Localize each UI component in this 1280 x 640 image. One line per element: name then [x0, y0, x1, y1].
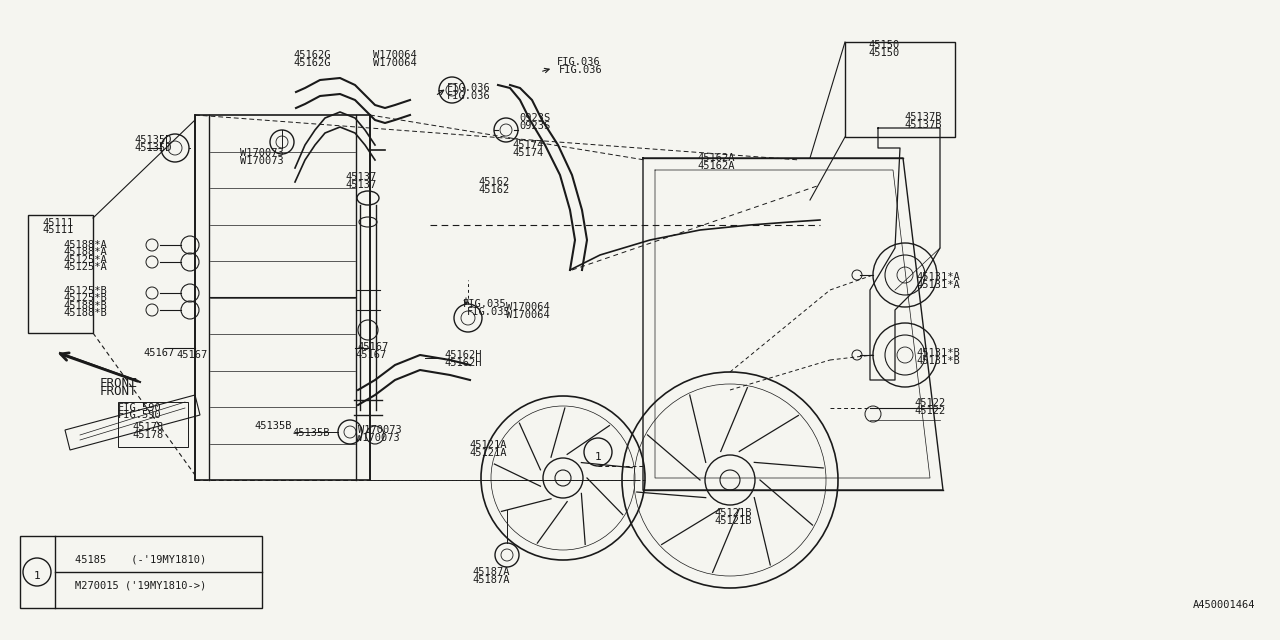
Text: W170073: W170073 — [241, 148, 284, 158]
Text: 45121B: 45121B — [714, 516, 751, 526]
Text: 45135D: 45135D — [134, 135, 172, 145]
Text: 45150: 45150 — [868, 40, 900, 50]
Text: 45162A: 45162A — [698, 161, 735, 171]
Text: W170073: W170073 — [356, 433, 399, 443]
Text: 45137: 45137 — [346, 180, 376, 190]
Text: 45185    (-'19MY1810): 45185 (-'19MY1810) — [76, 555, 206, 565]
Text: 45178: 45178 — [132, 422, 164, 432]
Bar — [20, 536, 262, 608]
Bar — [195, 115, 370, 480]
Text: 45187A: 45187A — [472, 575, 509, 585]
Text: 45162A: 45162A — [698, 153, 735, 163]
Text: 1: 1 — [595, 452, 602, 462]
Text: 45121A: 45121A — [468, 440, 507, 450]
Text: 45137B: 45137B — [904, 112, 942, 122]
Text: 45121A: 45121A — [468, 448, 507, 458]
Text: FIG.036: FIG.036 — [559, 65, 603, 75]
Text: 45111: 45111 — [42, 225, 73, 235]
Text: 45188*B: 45188*B — [63, 301, 106, 311]
Text: FIG.590: FIG.590 — [118, 403, 161, 413]
Text: 45162G: 45162G — [293, 50, 330, 60]
Text: 45121B: 45121B — [714, 508, 751, 518]
Text: 45162H: 45162H — [444, 358, 481, 368]
Text: M270015 ('19MY1810->): M270015 ('19MY1810->) — [76, 580, 206, 590]
Text: 45150: 45150 — [868, 48, 900, 58]
Text: 45162G: 45162G — [293, 58, 330, 68]
Bar — [28, 215, 93, 333]
Text: W170064: W170064 — [372, 50, 417, 60]
Text: 45125*A: 45125*A — [63, 262, 106, 272]
Text: 45125*B: 45125*B — [63, 293, 106, 303]
Text: 45167: 45167 — [177, 350, 207, 360]
Text: FIG.035: FIG.035 — [467, 307, 511, 317]
Text: 45162: 45162 — [477, 177, 509, 187]
Text: FIG.036: FIG.036 — [447, 83, 490, 93]
Text: FRONT: FRONT — [100, 385, 137, 398]
Text: W170064: W170064 — [506, 310, 549, 320]
Text: 45178: 45178 — [132, 430, 164, 440]
Text: 0923S: 0923S — [518, 121, 550, 131]
Text: 45167: 45167 — [357, 342, 388, 352]
Text: 45167: 45167 — [143, 348, 175, 358]
Text: W170073: W170073 — [241, 156, 284, 166]
Text: A450001464: A450001464 — [1193, 600, 1254, 610]
Text: 45167: 45167 — [355, 350, 387, 360]
Text: 45162H: 45162H — [444, 350, 481, 360]
Text: 45135B: 45135B — [292, 428, 329, 438]
Text: 1: 1 — [33, 571, 41, 581]
Text: 45135D: 45135D — [134, 143, 172, 153]
Text: 45137: 45137 — [346, 172, 376, 182]
Text: W170064: W170064 — [372, 58, 417, 68]
Text: 45137B: 45137B — [904, 120, 942, 130]
Text: 45131*A: 45131*A — [916, 272, 960, 282]
Text: FIG.036: FIG.036 — [447, 91, 490, 101]
Text: FIG.035: FIG.035 — [463, 299, 507, 309]
Text: W170073: W170073 — [358, 425, 402, 435]
Text: 45174: 45174 — [512, 148, 543, 158]
Text: 45162: 45162 — [477, 185, 509, 195]
Text: 45188*A: 45188*A — [63, 247, 106, 257]
Text: 45131*B: 45131*B — [916, 356, 960, 366]
Text: 45174: 45174 — [512, 140, 543, 150]
Text: FRONT: FRONT — [100, 377, 137, 390]
Text: 45131*B: 45131*B — [916, 348, 960, 358]
Bar — [118, 402, 188, 447]
Text: 45122: 45122 — [914, 406, 945, 416]
Text: 45135B: 45135B — [255, 421, 292, 431]
Text: 45125*A: 45125*A — [63, 255, 106, 265]
Text: FIG.036: FIG.036 — [557, 57, 600, 67]
Text: W170064: W170064 — [506, 302, 549, 312]
Text: 45122: 45122 — [914, 398, 945, 408]
Text: 0923S: 0923S — [518, 113, 550, 123]
Bar — [845, 42, 955, 137]
Text: 45187A: 45187A — [472, 567, 509, 577]
Text: 45125*B: 45125*B — [63, 286, 106, 296]
Text: 45111: 45111 — [42, 218, 73, 228]
Text: 45131*A: 45131*A — [916, 280, 960, 290]
Text: 45188*B: 45188*B — [63, 308, 106, 318]
Text: 45188*A: 45188*A — [63, 240, 106, 250]
Text: FIG.590: FIG.590 — [118, 410, 161, 420]
